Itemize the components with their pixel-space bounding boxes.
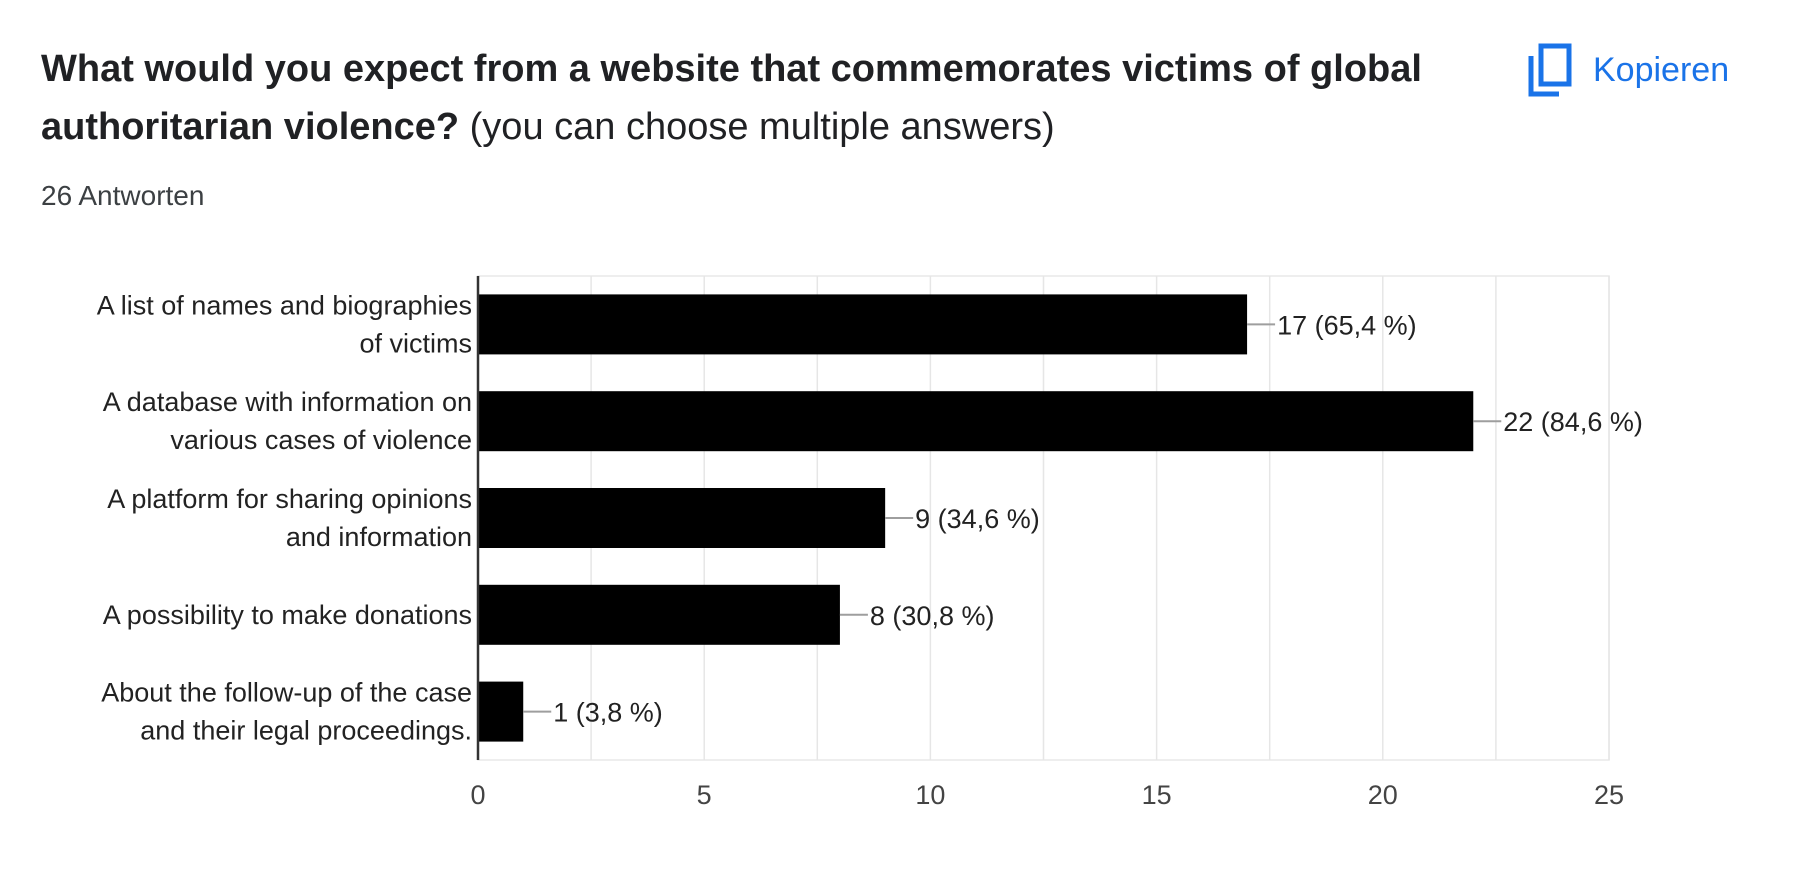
question-note: (you can choose multiple answers)	[469, 106, 1055, 148]
bar[interactable]	[478, 488, 886, 548]
category-label: A list of names and biographies of victim…	[97, 290, 472, 358]
bar[interactable]	[478, 584, 840, 645]
data-label: 1 (3,8 %)	[553, 698, 663, 728]
copy-chart-button[interactable]: Kopieren	[1527, 42, 1729, 98]
bar[interactable]	[478, 681, 524, 742]
x-tick-label: 15	[1142, 780, 1172, 810]
bar[interactable]	[478, 391, 1474, 452]
category-label: A possibility to make donations	[103, 600, 472, 630]
copy-icon	[1527, 42, 1575, 98]
copy-label: Kopieren	[1593, 50, 1730, 89]
x-tick-label: 25	[1594, 780, 1624, 810]
x-tick-label: 5	[697, 780, 712, 810]
category-label: A database with information on various ca…	[103, 387, 472, 455]
data-label: 9 (34,6 %)	[915, 504, 1040, 534]
x-tick-label: 0	[470, 780, 485, 810]
bar[interactable]	[478, 294, 1248, 355]
question-title: What would you expect from a website tha…	[41, 40, 1471, 156]
x-tick-label: 10	[915, 780, 945, 810]
data-label: 8 (30,8 %)	[870, 601, 995, 631]
x-tick-label: 20	[1368, 780, 1398, 810]
category-label: A platform for sharing opinions and infor…	[107, 484, 472, 552]
data-label: 22 (84,6 %)	[1503, 407, 1643, 437]
question-text: What would you expect from a website tha…	[41, 48, 1422, 148]
response-count: 26 Antworten	[41, 180, 205, 211]
data-label: 17 (65,4 %)	[1277, 310, 1417, 340]
category-label: About the follow-up of the case and their…	[101, 678, 472, 746]
